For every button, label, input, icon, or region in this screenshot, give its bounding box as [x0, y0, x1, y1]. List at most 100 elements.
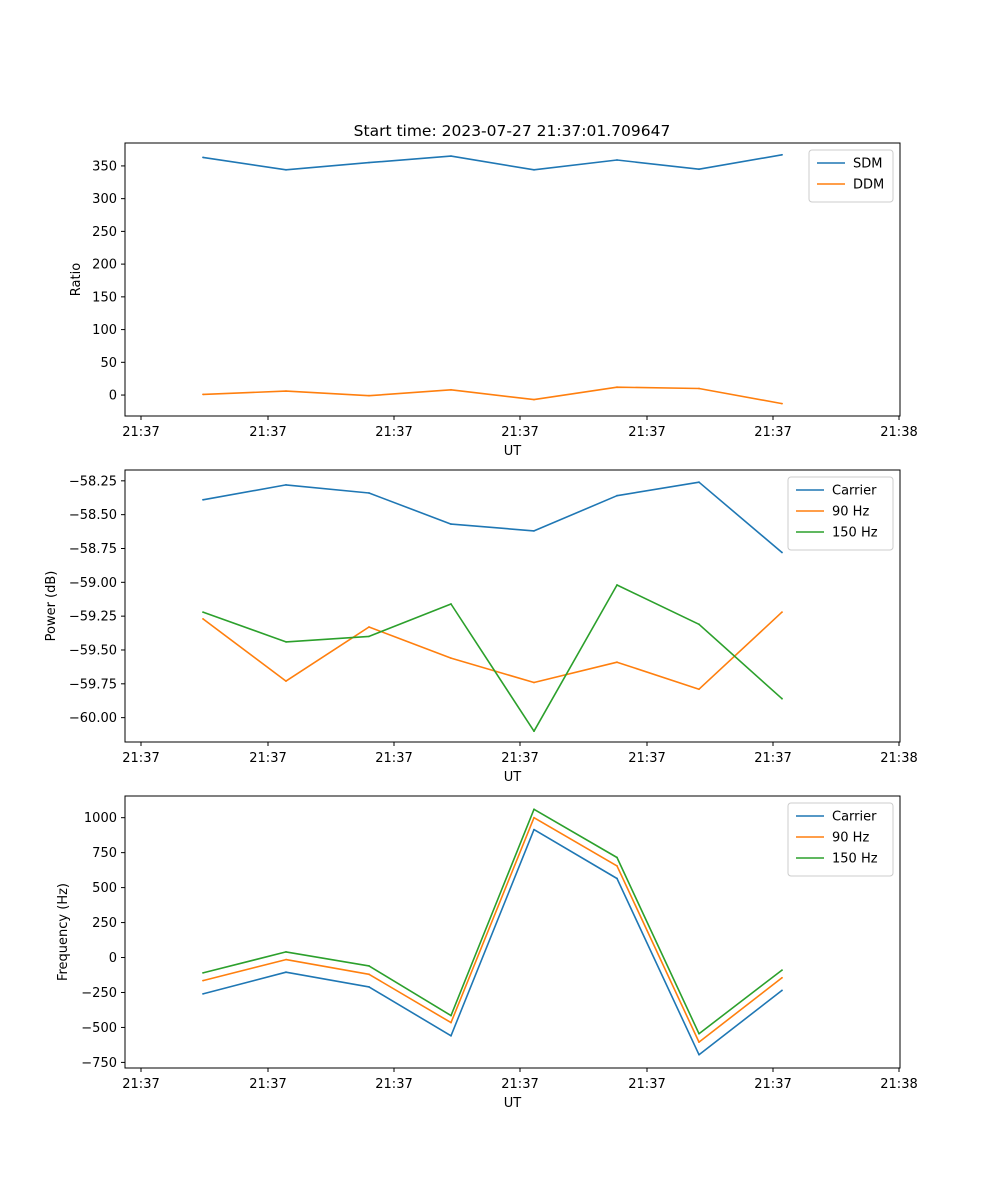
x-tick-label: 21:37: [375, 1077, 412, 1092]
data-point: [285, 680, 287, 682]
data-point: [533, 808, 535, 811]
y-tick-label: 0: [109, 951, 117, 966]
data-point: [781, 697, 783, 700]
data-point: [202, 393, 204, 396]
y-axis-label: Frequency (Hz): [56, 883, 71, 981]
data-point: [698, 1053, 700, 1056]
data-point: [533, 730, 535, 733]
legend-entry: 150 Hz: [832, 852, 878, 867]
data-point: [450, 523, 452, 525]
y-tick-label: 350: [92, 159, 117, 174]
series-line-90-hz: [202, 816, 783, 1043]
data-point: [450, 1014, 452, 1017]
x-tick-label: 21:37: [375, 425, 412, 440]
data-point: [781, 989, 783, 992]
x-tick-label: 21:37: [122, 751, 159, 766]
x-tick-label: 21:37: [501, 425, 538, 440]
chart-panel-3: 21:37 21:37 21:37 21:37 21:37 21:37 21:38 −750 −…: [56, 795, 918, 1111]
y-tick-label: −58.75: [69, 542, 117, 557]
data-point: [616, 584, 618, 586]
data-point: [285, 971, 287, 974]
data-point: [285, 484, 287, 486]
data-point: [202, 993, 204, 995]
data-point: [616, 386, 618, 389]
data-point: [781, 611, 783, 613]
series-line-ddm: [202, 386, 783, 405]
legend-entry: 90 Hz: [832, 505, 869, 520]
x-tick-label: 21:37: [249, 751, 286, 766]
data-point: [616, 865, 618, 867]
axes-frame: [124, 469, 901, 743]
data-point: [698, 387, 700, 390]
y-tick-label: 200: [92, 258, 117, 273]
data-point: [698, 481, 700, 484]
y-tick-label: −59.75: [69, 677, 117, 692]
y-tick-label: 150: [92, 290, 117, 305]
y-tick-label: 500: [92, 881, 117, 896]
data-point: [616, 494, 618, 497]
y-tick-label: −250: [81, 986, 117, 1001]
y-tick-label: −58.25: [69, 474, 117, 489]
x-axis-label: UT: [504, 444, 522, 459]
x-axis-label: UT: [504, 1096, 522, 1111]
x-tick-label: 21:37: [754, 751, 791, 766]
legend-entry: DDM: [853, 178, 884, 193]
chart-panel-1: 21:37 21:37 21:37 21:37 21:37 21:37 21:38 0 50 10…: [69, 142, 918, 459]
y-tick-label: 250: [92, 916, 117, 931]
data-point: [450, 603, 452, 605]
data-point: [202, 618, 204, 620]
data-point: [202, 498, 204, 501]
x-tick-label: 21:37: [628, 751, 665, 766]
x-tick-label: 21:38: [880, 751, 917, 766]
data-point: [450, 1034, 452, 1037]
y-axis-label: Ratio: [69, 263, 84, 296]
data-point: [368, 161, 370, 164]
y-tick-label: 1000: [84, 811, 117, 826]
x-tick-label: 21:37: [122, 425, 159, 440]
data-point: [533, 828, 535, 831]
y-tick-label: −60.00: [69, 711, 117, 726]
data-point: [450, 155, 452, 158]
data-point: [533, 816, 535, 819]
y-tick-label: 0: [109, 389, 117, 404]
legend-entry: 90 Hz: [832, 831, 869, 846]
x-tick-label: 21:38: [880, 425, 917, 440]
axes-frame: [124, 795, 901, 1069]
x-tick-label: 21:37: [628, 1077, 665, 1092]
x-tick-label: 21:37: [122, 1077, 159, 1092]
data-point: [698, 168, 700, 171]
y-tick-label: −58.50: [69, 508, 117, 523]
x-tick-label: 21:38: [880, 1077, 917, 1092]
data-point: [698, 1032, 700, 1035]
x-tick-label: 21:37: [501, 1077, 538, 1092]
data-point: [616, 877, 618, 880]
series-line-150-hz: [202, 808, 783, 1035]
y-tick-label: −59.00: [69, 576, 117, 591]
data-point: [285, 958, 287, 961]
data-point: [450, 388, 452, 391]
series-line-150-hz: [202, 584, 783, 733]
axes-frame: [124, 142, 901, 417]
data-point: [202, 979, 204, 982]
x-tick-label: 21:37: [628, 425, 665, 440]
data-point: [285, 390, 287, 392]
legend-entry: 150 Hz: [832, 526, 878, 541]
x-tick-label: 21:37: [754, 1077, 791, 1092]
data-point: [616, 661, 618, 664]
data-point: [616, 159, 618, 161]
data-point: [202, 611, 204, 613]
legend-entry: Carrier: [832, 810, 877, 825]
x-tick-label: 21:37: [501, 751, 538, 766]
series-line-90-hz: [202, 611, 783, 691]
y-tick-label: −59.50: [69, 643, 117, 658]
chart-title: Start time: 2023-07-27 21:37:01.709647: [354, 122, 671, 140]
data-point: [368, 973, 370, 976]
data-point: [781, 153, 783, 156]
data-point: [781, 402, 783, 405]
data-point: [368, 965, 370, 967]
data-point: [450, 657, 452, 659]
data-point: [285, 168, 287, 171]
legend-entry: Carrier: [832, 484, 877, 499]
y-tick-label: 50: [100, 356, 117, 371]
